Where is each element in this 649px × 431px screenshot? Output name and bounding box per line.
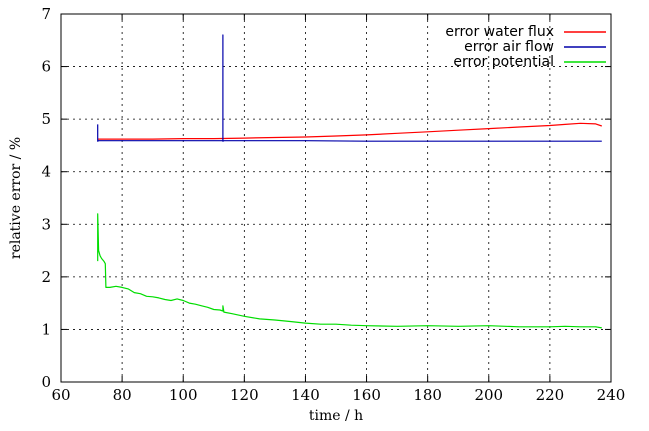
- x-tick-labels: 60 80 100 120 140 160 180 200 220 240: [51, 386, 625, 404]
- x-tick-label: 180: [413, 386, 442, 404]
- x-tick-label: 60: [51, 386, 70, 404]
- series-line-error-air-flow: [97, 34, 602, 142]
- y-tick-labels: 0 1 2 3 4 5 6 7: [41, 5, 51, 391]
- series-line-error-water-flux: [97, 122, 602, 140]
- plot-frame: [60, 13, 612, 383]
- x-tick-label: 80: [113, 386, 132, 404]
- series-lines: [97, 34, 602, 329]
- y-tick-label: 6: [41, 58, 51, 76]
- y-tick-label: 4: [41, 163, 51, 181]
- y-tick-label: 1: [41, 320, 51, 338]
- y-axis-title: relative error / %: [8, 137, 24, 259]
- series-line-error-potential: [97, 213, 602, 329]
- x-tick-label: 120: [230, 386, 259, 404]
- legend-label: error water flux: [445, 24, 554, 40]
- x-axis-title: time / h: [309, 408, 363, 424]
- axis-ticks: [60, 13, 612, 383]
- legend-label: error air flow: [464, 39, 554, 55]
- y-tick-label: 3: [41, 215, 51, 233]
- y-tick-label: 7: [41, 5, 51, 23]
- x-tick-label: 140: [291, 386, 320, 404]
- grid-lines: [61, 14, 611, 382]
- legend-label: error potential: [453, 54, 554, 70]
- y-tick-label: 5: [41, 110, 51, 128]
- y-tick-label: 2: [41, 268, 51, 286]
- x-tick-label: 160: [352, 386, 381, 404]
- y-tick-label: 0: [41, 373, 51, 391]
- x-tick-label: 220: [536, 386, 565, 404]
- x-tick-label: 200: [474, 386, 503, 404]
- x-tick-label: 100: [169, 386, 198, 404]
- x-tick-label: 240: [597, 386, 626, 404]
